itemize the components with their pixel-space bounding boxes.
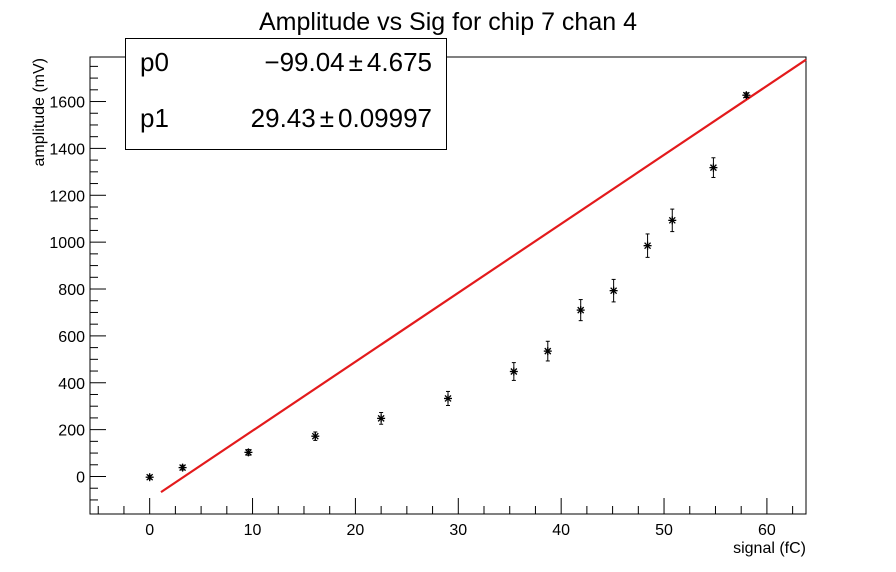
x-tick-label: 30 <box>449 522 467 539</box>
fit-line <box>160 58 807 494</box>
fit-line-group <box>160 58 807 494</box>
stat-p1-error: 0.09997 <box>338 103 432 133</box>
marker-stroke <box>668 216 676 224</box>
x-axis: 0 10 20 30 40 50 60 <box>97 498 794 539</box>
stat-name-p0: p0 <box>140 47 169 77</box>
marker-stroke <box>577 306 585 314</box>
stat-p0-value: −99.04 <box>264 47 345 77</box>
data-point <box>609 278 618 303</box>
marker-stroke <box>510 368 518 375</box>
y-tick-label: 200 <box>58 423 85 440</box>
y-tick-label: 1600 <box>49 95 85 112</box>
stat-p1-value: 29.43 <box>250 103 316 133</box>
x-tick-label: 10 <box>244 522 262 539</box>
marker-stroke <box>146 473 154 481</box>
x-tick-label: 60 <box>758 522 776 539</box>
marker-stroke <box>377 414 385 422</box>
y-tick-label: 1400 <box>49 141 85 158</box>
data-point <box>543 340 552 362</box>
stat-p0-error: 4.675 <box>366 47 432 77</box>
marker-stroke <box>544 347 552 355</box>
stat-value-p1: 29.43 ±0.09997 <box>251 103 432 134</box>
data-point <box>576 299 585 322</box>
y-tick-label: 800 <box>58 282 85 299</box>
plus-minus-sign: ± <box>348 47 363 77</box>
marker-stroke <box>610 287 618 295</box>
plot-frame <box>89 56 807 515</box>
y-tick-label: 0 <box>76 470 85 487</box>
y-tick-label: 400 <box>58 376 85 393</box>
stat-row-p1: p1 29.43 ±0.09997 <box>126 103 446 143</box>
stat-name-p1: p1 <box>140 103 169 133</box>
y-tick-label: 600 <box>58 329 85 346</box>
data-point <box>509 362 518 381</box>
data-point <box>145 473 154 482</box>
data-point <box>742 91 751 100</box>
marker-stroke <box>709 164 717 172</box>
marker-stroke <box>311 432 319 440</box>
data-point <box>244 448 253 457</box>
plus-minus-sign: ± <box>319 103 335 133</box>
data-points <box>145 91 751 482</box>
chart-title: Amplitude vs Sig for chip 7 chan 4 <box>259 8 637 36</box>
x-tick-label: 20 <box>347 522 365 539</box>
marker-stroke <box>179 464 187 472</box>
x-tick-label: 40 <box>552 522 570 539</box>
marker-stroke <box>742 91 750 99</box>
fit-stats-box: p0 −99.04 ±4.675 p1 29.43 ±0.09997 <box>125 38 447 150</box>
data-point <box>709 157 718 178</box>
stat-value-p0: −99.04 ±4.675 <box>264 47 432 78</box>
x-tick-label: 50 <box>655 522 673 539</box>
x-axis-label: signal (fC) <box>733 540 806 557</box>
y-axis-label: amplitude (mV) <box>31 58 48 166</box>
marker-stroke <box>244 448 252 456</box>
data-point <box>643 233 652 258</box>
marker-stroke <box>444 395 452 402</box>
data-point <box>377 412 386 425</box>
x-tick-label: 0 <box>145 522 154 539</box>
data-point <box>668 208 677 233</box>
data-point <box>444 390 452 406</box>
y-tick-label: 1200 <box>49 188 85 205</box>
y-axis: 0 200 400 600 800 1000 1200 1400 1600 <box>49 65 106 501</box>
data-point <box>178 463 187 472</box>
stat-row-p0: p0 −99.04 ±4.675 <box>126 47 446 87</box>
y-tick-label: 1000 <box>49 235 85 252</box>
data-point <box>311 431 320 441</box>
marker-stroke <box>644 242 652 250</box>
